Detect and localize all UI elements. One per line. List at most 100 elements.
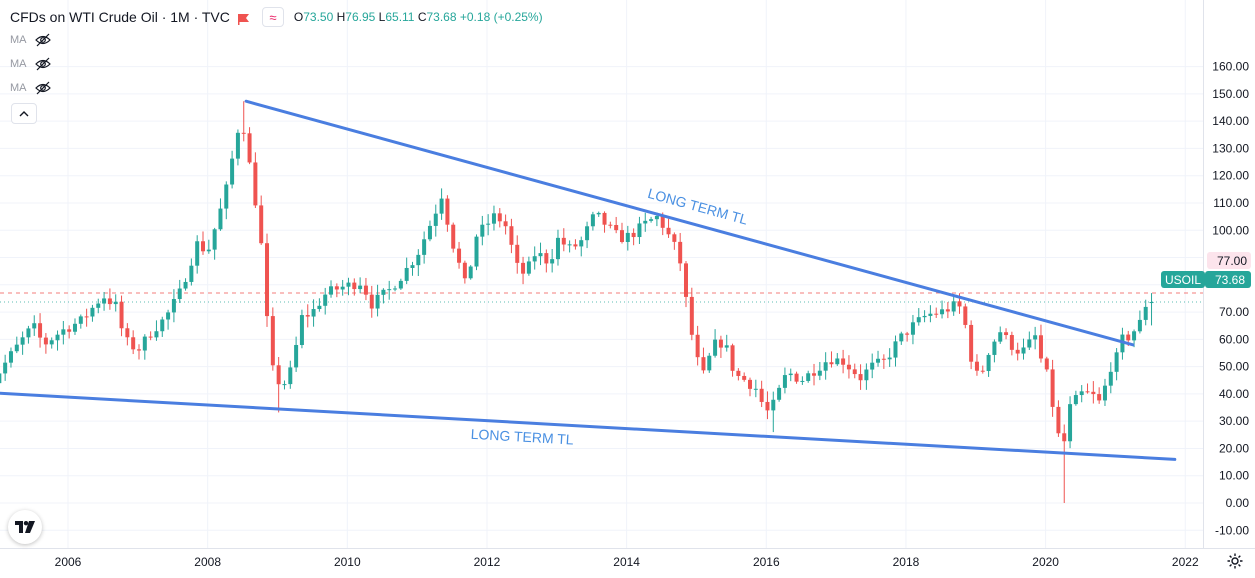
y-tick-label: 70.00 bbox=[1219, 305, 1249, 319]
candle-body bbox=[346, 282, 351, 287]
candle-body bbox=[369, 294, 374, 309]
trendline bbox=[0, 391, 1177, 461]
candle-body bbox=[701, 357, 706, 371]
indicator-ma-3[interactable]: MA bbox=[10, 81, 51, 95]
candle-body bbox=[136, 349, 141, 351]
candle-body bbox=[695, 334, 700, 358]
collapse-indicators-button[interactable] bbox=[11, 103, 37, 124]
y-tick-label: 100.00 bbox=[1212, 223, 1249, 237]
indicator-ma-1[interactable]: MA bbox=[10, 33, 51, 47]
candle-body bbox=[823, 362, 828, 371]
candle-body bbox=[1004, 332, 1009, 336]
candle-body bbox=[1050, 369, 1055, 407]
candle-body bbox=[154, 331, 159, 338]
candle-body bbox=[707, 355, 712, 371]
candle-body bbox=[934, 313, 939, 315]
candle-body bbox=[771, 399, 776, 411]
candle-body bbox=[474, 236, 479, 267]
candle-body bbox=[171, 299, 176, 313]
candle-body bbox=[1137, 319, 1142, 332]
candle-body bbox=[1033, 335, 1038, 340]
candle-body bbox=[1114, 352, 1119, 372]
candle-body bbox=[928, 313, 933, 316]
candle-body bbox=[585, 226, 590, 241]
candle-body bbox=[276, 365, 281, 385]
y-tick-label: -10.00 bbox=[1215, 523, 1249, 537]
candle-body bbox=[765, 401, 770, 411]
open-value: 73.50 bbox=[303, 10, 334, 24]
symbol-title[interactable]: CFDs on WTI Crude Oil · 1M · TVC bbox=[10, 9, 230, 25]
candle-body bbox=[102, 298, 107, 304]
candle-body bbox=[777, 387, 782, 400]
candle-body bbox=[422, 239, 427, 255]
candle-body bbox=[660, 215, 665, 228]
candle-body bbox=[1132, 331, 1137, 341]
candle-body bbox=[486, 223, 491, 225]
candle-body bbox=[986, 354, 991, 372]
candle-body bbox=[201, 241, 206, 252]
candle-body bbox=[96, 303, 101, 308]
indicator-label: MA bbox=[10, 34, 27, 46]
candle-body bbox=[317, 305, 322, 310]
candle-body bbox=[90, 307, 95, 317]
candle-body bbox=[864, 369, 869, 381]
candle-body bbox=[0, 373, 2, 384]
candle-body bbox=[1091, 391, 1096, 395]
candle-body bbox=[858, 374, 863, 381]
candle-body bbox=[183, 281, 188, 289]
candle-body bbox=[457, 248, 462, 263]
high-marker-tag bbox=[1207, 252, 1251, 269]
candle-body bbox=[619, 230, 624, 243]
gear-icon[interactable] bbox=[1226, 552, 1244, 575]
candle-body bbox=[1143, 306, 1148, 320]
price-axis[interactable]: 160.00 150.00 140.00 130.00 120.00 110.00 100.… bbox=[1212, 60, 1249, 538]
candle-body bbox=[166, 312, 171, 320]
candle-body bbox=[974, 361, 979, 371]
eye-off-icon[interactable] bbox=[34, 33, 51, 47]
candle-body bbox=[131, 337, 136, 350]
candle-body bbox=[544, 253, 549, 264]
candle-body bbox=[957, 301, 962, 307]
candle-body bbox=[637, 223, 642, 238]
candle-body bbox=[1021, 347, 1026, 354]
candle-body bbox=[538, 253, 543, 257]
candle-body bbox=[445, 198, 450, 225]
candle-body bbox=[433, 213, 438, 226]
candle-body bbox=[404, 267, 409, 281]
candle-body bbox=[497, 213, 502, 222]
candle-body bbox=[26, 328, 31, 338]
indicator-ma-2[interactable]: MA bbox=[10, 57, 51, 71]
time-axis[interactable]: 2006 2008 2010 2012 2014 2016 2018 2020 2022 bbox=[55, 555, 1199, 569]
candle-body bbox=[841, 358, 846, 365]
candle-body bbox=[1079, 391, 1084, 396]
candle-body bbox=[78, 316, 83, 324]
candle-body bbox=[1085, 391, 1090, 393]
candle-body bbox=[753, 388, 758, 390]
tradingview-logo-icon[interactable] bbox=[8, 510, 42, 544]
fx-icon[interactable]: ≈ bbox=[261, 7, 284, 27]
eye-off-icon[interactable] bbox=[34, 81, 51, 95]
candle-body bbox=[177, 288, 182, 300]
horizontal-price-lines bbox=[0, 292, 1203, 303]
candle-body bbox=[1126, 334, 1131, 341]
candle-body bbox=[416, 254, 421, 266]
candle-body bbox=[945, 309, 950, 312]
eye-off-icon[interactable] bbox=[34, 57, 51, 71]
candle-body bbox=[980, 370, 985, 372]
candle-body bbox=[49, 340, 54, 345]
candle-body bbox=[654, 215, 659, 220]
candlestick-series bbox=[0, 101, 1154, 503]
candle-body bbox=[1073, 395, 1078, 405]
candle-body bbox=[1149, 302, 1154, 304]
candle-body bbox=[509, 226, 514, 245]
candle-body bbox=[881, 358, 886, 360]
trendline-label: LONG TERM TL bbox=[470, 426, 574, 448]
candle-body bbox=[835, 358, 840, 365]
candle-body bbox=[119, 301, 124, 329]
y-tick-label: 110.00 bbox=[1213, 196, 1249, 210]
flag-icon[interactable] bbox=[237, 12, 250, 25]
candle-body bbox=[241, 132, 246, 134]
x-tick-label: 2006 bbox=[55, 555, 82, 569]
